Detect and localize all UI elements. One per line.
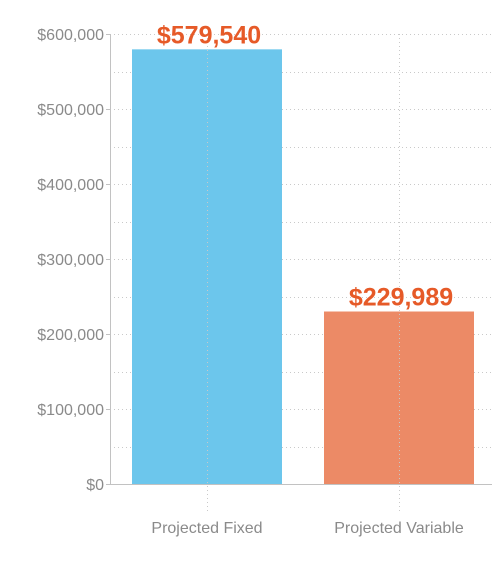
category-label: Projected Fixed: [151, 520, 262, 537]
bars: [132, 49, 474, 484]
bar-projected-variable: [324, 311, 474, 484]
data-labels: $579,540 $229,989: [157, 21, 453, 311]
y-axis: [106, 34, 492, 485]
y-tick-labels: $0 $100,000 $200,000 $300,000 $400,000 $500,0…: [37, 27, 104, 494]
y-tick-label: $100,000: [37, 402, 104, 419]
y-tick-label: $300,000: [37, 252, 104, 269]
y-tick-label: $500,000: [37, 102, 104, 119]
category-labels: Projected Fixed Projected Variable: [151, 520, 463, 537]
y-tick-label: $400,000: [37, 177, 104, 194]
y-tick-label: $200,000: [37, 327, 104, 344]
data-label: $229,989: [349, 284, 453, 312]
data-label: $579,540: [157, 21, 261, 49]
category-label: Projected Variable: [334, 520, 464, 537]
y-tick-label: $600,000: [37, 27, 104, 44]
y-tick-label: $0: [86, 477, 104, 494]
